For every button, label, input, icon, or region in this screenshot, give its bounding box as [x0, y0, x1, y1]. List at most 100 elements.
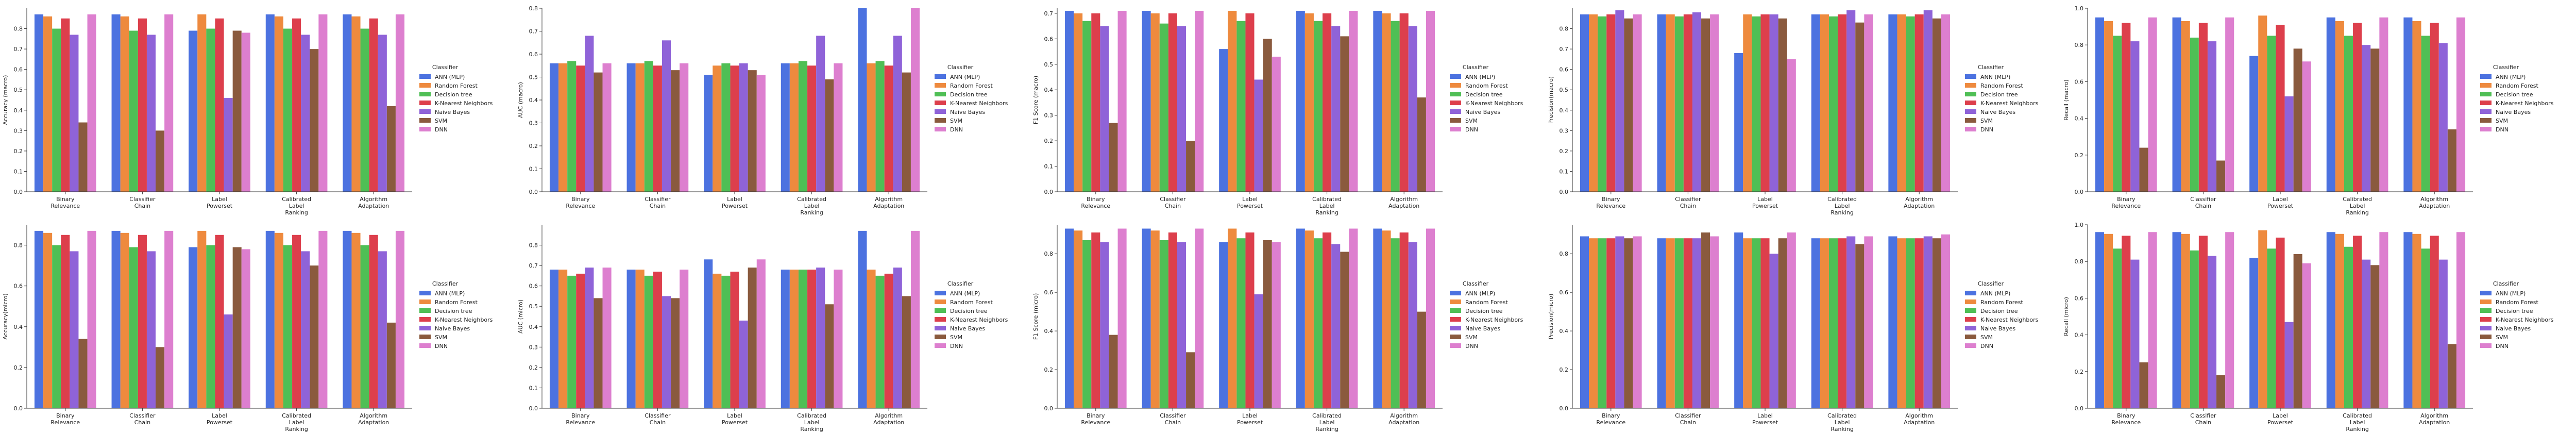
bar-random-forest-4	[2335, 21, 2344, 192]
bar-svm-1	[1624, 238, 1633, 408]
legend-swatch	[419, 83, 431, 88]
bar-k-nearest-neighbors-4	[1323, 232, 1332, 408]
bar-random-forest-2	[2181, 234, 2190, 408]
bar-k-nearest-neighbors-5	[369, 235, 378, 408]
bar-random-forest-2	[1666, 14, 1675, 192]
legend-swatch	[1450, 299, 1461, 304]
bar-dnn-3	[1787, 59, 1796, 192]
legend-swatch	[1450, 74, 1461, 79]
bar-k-nearest-neighbors-1	[61, 18, 70, 192]
legend-swatch	[2480, 343, 2492, 348]
y-tick-label: 0.0	[2075, 189, 2084, 195]
x-tick-label: Label Powerset	[1752, 196, 1778, 209]
legend-swatch	[419, 317, 431, 322]
x-tick-label: Label Powerset	[722, 196, 748, 209]
y-tick-label: 0.4	[1044, 87, 1054, 93]
bar-decision-tree-3	[1752, 238, 1761, 408]
bar-k-nearest-neighbors-2	[1683, 14, 1692, 192]
bar-random-forest-5	[2412, 234, 2421, 408]
legend-swatch	[935, 335, 946, 339]
bar-svm-2	[671, 298, 680, 408]
bar-ann-mlp--5	[1888, 14, 1897, 192]
bar-k-nearest-neighbors-3	[730, 271, 739, 408]
bar-dnn-4	[1349, 228, 1358, 408]
bar-decision-tree-2	[129, 247, 138, 408]
legend-title: Classifier	[947, 280, 974, 287]
y-tick-label: 0.4	[529, 324, 538, 330]
bar-dnn-1	[1117, 10, 1127, 192]
bar-decision-tree-1	[1598, 16, 1607, 192]
bar-svm-1	[2139, 362, 2148, 408]
x-tick-label: Calibrated Label Ranking	[1312, 196, 1342, 216]
legend-entry: Decision tree	[435, 308, 472, 314]
bar-ann-mlp--3	[2249, 258, 2259, 408]
legend-swatch	[419, 74, 431, 79]
bar-random-forest-2	[635, 270, 645, 408]
bar-svm-1	[1109, 335, 1118, 408]
chart-panel-4: 0.0 0.1 0.2 0.3 0.4 0.5 0.6 0.7 0.8 Precision(mac…	[1548, 8, 2039, 216]
bar-ann-mlp--1	[549, 63, 559, 192]
bar-random-forest-4	[274, 16, 283, 192]
bar-svm-3	[2293, 48, 2302, 192]
x-tick-label: Classifier Chain	[645, 196, 671, 209]
bar-k-nearest-neighbors-4	[1838, 238, 1847, 408]
bar-ann-mlp--1	[1064, 228, 1074, 408]
bar-ann-mlp--4	[781, 63, 790, 192]
bar-naive-bayes-4	[2362, 45, 2371, 192]
legend-entry: Random Forest	[1980, 82, 2023, 89]
legend-swatch	[935, 109, 946, 114]
bar-dnn-3	[241, 32, 250, 192]
bar-random-forest-2	[1666, 238, 1675, 408]
bar-dnn-1	[1117, 228, 1127, 408]
legend-entry: DNN	[2496, 343, 2509, 349]
bar-dnn-2	[2225, 232, 2234, 408]
legend-title: Classifier	[432, 280, 459, 287]
legend-entry: K-Nearest Neighbors	[950, 100, 1008, 107]
y-tick-label: 0.2	[529, 364, 538, 371]
bar-dnn-2	[2225, 17, 2234, 192]
legend-entry: Random Forest	[435, 299, 478, 306]
bar-decision-tree-5	[875, 275, 885, 408]
bar-k-nearest-neighbors-1	[576, 65, 585, 192]
bar-random-forest-1	[1589, 14, 1598, 192]
legend-entry: Decision tree	[2496, 91, 2533, 98]
y-tick-label: 0.5	[14, 87, 23, 93]
bar-dnn-2	[164, 14, 174, 192]
x-tick-label: Algorithm Adaptation	[2419, 196, 2450, 209]
x-tick-label: Classifier Chain	[129, 196, 156, 209]
bar-decision-tree-1	[1082, 21, 1092, 192]
bar-decision-tree-2	[1159, 240, 1168, 408]
bar-random-forest-5	[2412, 21, 2421, 192]
bar-ann-mlp--3	[1219, 242, 1228, 408]
legend-entry: Decision tree	[2496, 308, 2533, 314]
bar-k-nearest-neighbors-3	[1245, 13, 1255, 192]
legend-swatch	[419, 326, 431, 330]
y-tick-label: 0.8	[2075, 42, 2084, 48]
x-tick-label: Algorithm Adaptation	[873, 196, 904, 209]
legend-swatch	[1965, 343, 1976, 348]
y-tick-label: 0.2	[529, 143, 538, 149]
y-tick-label: 0.0	[1560, 189, 1569, 195]
bar-decision-tree-2	[1159, 23, 1168, 192]
y-tick-label: 0.1	[14, 168, 23, 175]
bar-svm-1	[78, 122, 88, 192]
x-tick-label: Binary Relevance	[566, 412, 595, 426]
legend-swatch	[419, 299, 431, 304]
bar-dnn-3	[2302, 263, 2311, 408]
bar-random-forest-4	[1304, 13, 1314, 192]
legend-swatch	[935, 308, 946, 313]
bar-svm-4	[1340, 36, 1349, 192]
bar-naive-bayes-4	[1331, 244, 1341, 408]
bar-k-nearest-neighbors-1	[2122, 23, 2131, 192]
bar-k-nearest-neighbors-3	[1760, 14, 1770, 192]
bar-decision-tree-4	[2344, 246, 2353, 408]
y-tick-label: 0.2	[1560, 148, 1569, 155]
chart-panel-10: 0.0 0.2 0.4 0.6 0.8 1.0 Recall (micro) Binary Re…	[2063, 222, 2554, 432]
bar-random-forest-1	[2104, 21, 2113, 192]
chart-panel-9: 0.0 0.2 0.4 0.6 0.8 Precision(micro) Binary Rel…	[1548, 225, 2039, 432]
bar-svm-5	[386, 106, 396, 192]
bar-naive-bayes-2	[1177, 242, 1187, 408]
bar-dnn-1	[602, 268, 612, 408]
bar-dnn-1	[602, 63, 612, 192]
bar-svm-5	[386, 322, 396, 408]
